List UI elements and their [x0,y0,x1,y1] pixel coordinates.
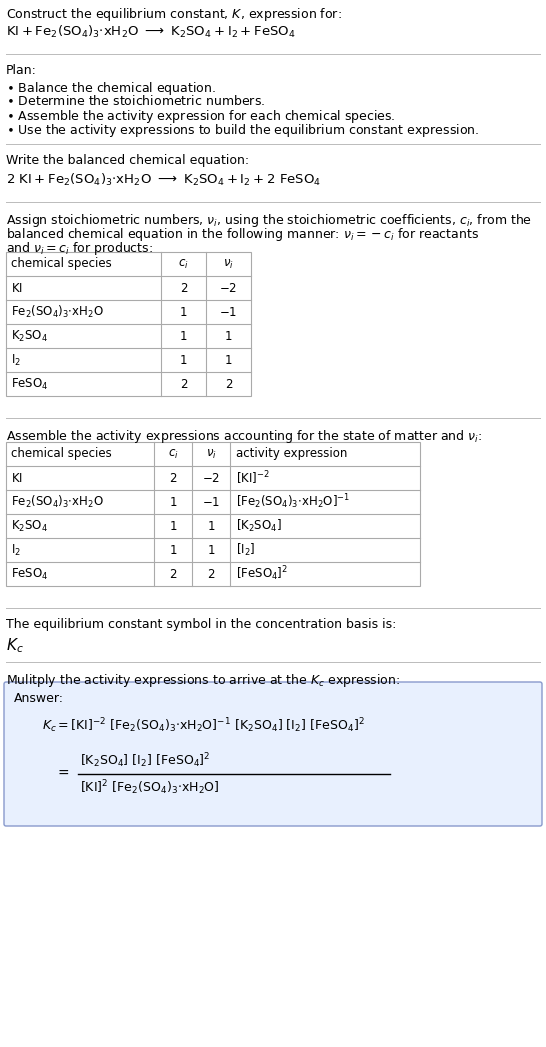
Text: $[\mathrm{KI}]^{-2}$: $[\mathrm{KI}]^{-2}$ [236,469,270,487]
Text: 1: 1 [169,495,177,509]
Text: 1: 1 [225,354,232,366]
Text: The equilibrium constant symbol in the concentration basis is:: The equilibrium constant symbol in the c… [6,618,396,631]
Text: $[\mathrm{KI}]^2\ [\mathrm{Fe_2(SO_4)_3{\cdot}xH_2O}]$: $[\mathrm{KI}]^2\ [\mathrm{Fe_2(SO_4)_3{… [80,778,219,797]
Text: $\mathrm{KI}$: $\mathrm{KI}$ [11,282,23,294]
Text: Write the balanced chemical equation:: Write the balanced chemical equation: [6,154,249,168]
Text: chemical species: chemical species [11,258,112,270]
Text: $[\mathrm{K_2SO_4}]$: $[\mathrm{K_2SO_4}]$ [236,518,282,534]
Text: and $\nu_i = c_i$ for products:: and $\nu_i = c_i$ for products: [6,240,153,257]
Text: 1: 1 [180,330,187,342]
Text: $\mathrm{K_2SO_4}$: $\mathrm{K_2SO_4}$ [11,518,48,534]
Text: balanced chemical equation in the following manner: $\nu_i = -c_i$ for reactants: balanced chemical equation in the follow… [6,226,479,243]
Text: $K_c = [\mathrm{KI}]^{-2}\ [\mathrm{Fe_2(SO_4)_3{\cdot}xH_2O}]^{-1}\ [\mathrm{K_: $K_c = [\mathrm{KI}]^{-2}\ [\mathrm{Fe_2… [42,716,365,735]
Text: $\mathrm{Fe_2(SO_4)_3{\cdot}xH_2O}$: $\mathrm{Fe_2(SO_4)_3{\cdot}xH_2O}$ [11,304,104,320]
Text: $\mathrm{2\ KI + Fe_2(SO_4)_3{\cdot}xH_2O}\ \longrightarrow\ \mathrm{K_2SO_4 + I: $\mathrm{2\ KI + Fe_2(SO_4)_3{\cdot}xH_2… [6,172,321,188]
Text: $\mathrm{KI}$: $\mathrm{KI}$ [11,471,23,485]
Text: $\bullet$ Assemble the activity expression for each chemical species.: $\bullet$ Assemble the activity expressi… [6,108,395,125]
Text: 1: 1 [180,354,187,366]
Text: 1: 1 [225,330,232,342]
Text: activity expression: activity expression [236,447,347,461]
Text: $-1$: $-1$ [219,306,238,318]
Text: $K_c$: $K_c$ [6,636,23,654]
Text: chemical species: chemical species [11,447,112,461]
Text: $=$: $=$ [55,765,69,779]
Text: $\mathrm{K_2SO_4}$: $\mathrm{K_2SO_4}$ [11,329,48,343]
Text: 2: 2 [207,567,215,580]
Text: 2: 2 [169,567,177,580]
Text: $\mathrm{I_2}$: $\mathrm{I_2}$ [11,353,21,367]
Text: $-2$: $-2$ [219,282,238,294]
Text: $\mathrm{Fe_2(SO_4)_3{\cdot}xH_2O}$: $\mathrm{Fe_2(SO_4)_3{\cdot}xH_2O}$ [11,494,104,510]
Text: $\mathrm{KI + Fe_2(SO_4)_3{\cdot}xH_2O}\ \longrightarrow\ \mathrm{K_2SO_4 + I_2 : $\mathrm{KI + Fe_2(SO_4)_3{\cdot}xH_2O}\… [6,24,296,40]
Text: $\mathrm{FeSO_4}$: $\mathrm{FeSO_4}$ [11,377,49,392]
FancyBboxPatch shape [4,682,542,826]
Text: Construct the equilibrium constant, $K$, expression for:: Construct the equilibrium constant, $K$,… [6,6,342,23]
Text: Mulitply the activity expressions to arrive at the $K_c$ expression:: Mulitply the activity expressions to arr… [6,672,400,689]
Text: 1: 1 [180,306,187,318]
Text: Answer:: Answer: [14,692,64,705]
Text: $\nu_i$: $\nu_i$ [206,447,216,461]
Text: $[\mathrm{K_2SO_4}]\ [\mathrm{I_2}]\ [\mathrm{FeSO_4}]^2$: $[\mathrm{K_2SO_4}]\ [\mathrm{I_2}]\ [\m… [80,752,211,770]
Text: 1: 1 [169,519,177,533]
Text: 2: 2 [180,378,187,391]
Text: $-2$: $-2$ [202,471,220,485]
Text: Plan:: Plan: [6,64,37,77]
Text: $\bullet$ Use the activity expressions to build the equilibrium constant express: $\bullet$ Use the activity expressions t… [6,122,479,139]
Text: $\nu_i$: $\nu_i$ [223,258,234,270]
Text: $[\mathrm{FeSO_4}]^2$: $[\mathrm{FeSO_4}]^2$ [236,564,288,583]
Text: $[\mathrm{I_2}]$: $[\mathrm{I_2}]$ [236,542,256,558]
Text: 1: 1 [207,519,215,533]
Text: 2: 2 [225,378,232,391]
Text: $\bullet$ Determine the stoichiometric numbers.: $\bullet$ Determine the stoichiometric n… [6,94,265,108]
Text: 2: 2 [180,282,187,294]
Text: Assemble the activity expressions accounting for the state of matter and $\nu_i$: Assemble the activity expressions accoun… [6,428,482,445]
Text: 1: 1 [207,543,215,557]
Text: $\bullet$ Balance the chemical equation.: $\bullet$ Balance the chemical equation. [6,80,216,97]
Text: 1: 1 [169,543,177,557]
Text: $[\mathrm{Fe_2(SO_4)_3{\cdot}xH_2O}]^{-1}$: $[\mathrm{Fe_2(SO_4)_3{\cdot}xH_2O}]^{-1… [236,493,350,511]
Text: $\mathrm{I_2}$: $\mathrm{I_2}$ [11,542,21,558]
Bar [6,442,420,586]
Text: Assign stoichiometric numbers, $\nu_i$, using the stoichiometric coefficients, $: Assign stoichiometric numbers, $\nu_i$, … [6,211,532,229]
Text: $-1$: $-1$ [202,495,220,509]
Text: $c_i$: $c_i$ [168,447,179,461]
Text: $c_i$: $c_i$ [178,258,189,270]
Bar [6,252,251,396]
Text: $\mathrm{FeSO_4}$: $\mathrm{FeSO_4}$ [11,566,49,581]
Text: 2: 2 [169,471,177,485]
